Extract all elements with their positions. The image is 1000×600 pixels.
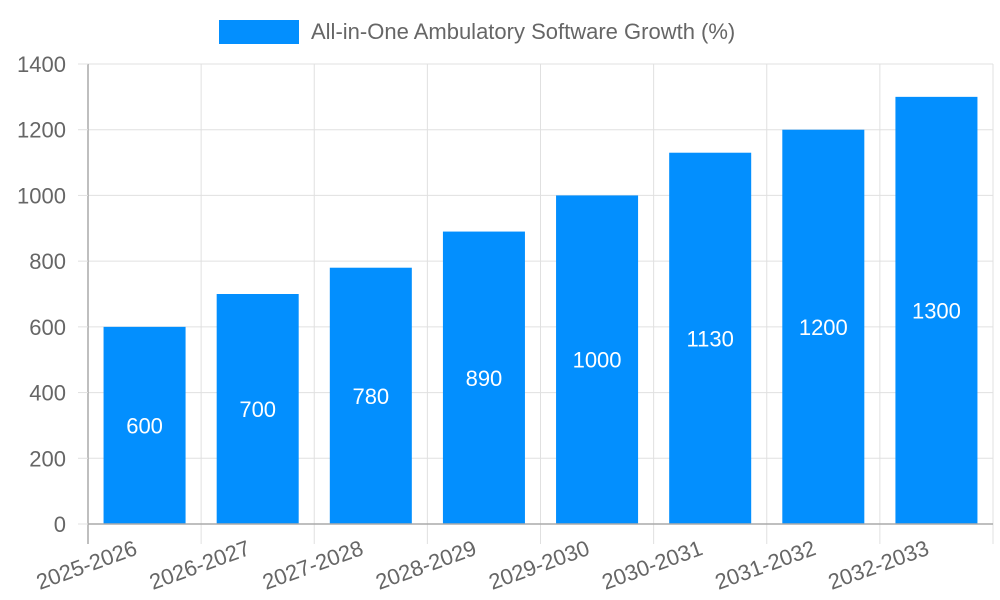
y-tick-label: 1400 bbox=[17, 52, 66, 77]
axes bbox=[87, 64, 993, 544]
x-tick-label: 2028-2029 bbox=[372, 535, 479, 594]
bar-2031-2032[interactable] bbox=[782, 129, 865, 524]
y-tick-label: 200 bbox=[29, 446, 66, 471]
data-label: 600 bbox=[126, 413, 163, 438]
data-label: 1000 bbox=[573, 348, 622, 373]
data-label: 1130 bbox=[687, 326, 734, 351]
legend-swatch[interactable] bbox=[219, 20, 299, 44]
data-labels: 600 700 780 890 1000 1130 1200 1300 bbox=[126, 298, 961, 438]
bar-2029-2030[interactable] bbox=[556, 195, 639, 524]
y-axis-ticks: 0 200 400 600 800 1000 1200 1400 bbox=[17, 52, 88, 537]
x-tick-label: 2032-2033 bbox=[825, 535, 932, 594]
y-tick-label: 600 bbox=[29, 315, 66, 340]
x-tick-label: 2025-2026 bbox=[33, 535, 140, 594]
data-label: 1200 bbox=[799, 315, 848, 340]
y-tick-label: 0 bbox=[54, 512, 66, 537]
bar-2028-2029[interactable] bbox=[442, 231, 525, 525]
bars bbox=[103, 96, 978, 525]
bar-2032-2033[interactable] bbox=[895, 96, 978, 524]
y-tick-label: 400 bbox=[29, 381, 66, 406]
bar-2025-2026[interactable] bbox=[103, 326, 186, 524]
x-tick-label: 2030-2031 bbox=[598, 535, 705, 594]
data-label: 1300 bbox=[912, 298, 961, 323]
bar-2026-2027[interactable] bbox=[216, 294, 299, 524]
y-tick-label: 800 bbox=[29, 249, 66, 274]
x-tick-label: 2026-2027 bbox=[146, 535, 253, 594]
x-tick-label: 2031-2032 bbox=[712, 535, 819, 594]
data-label: 700 bbox=[239, 397, 276, 422]
x-tick-label: 2029-2030 bbox=[485, 535, 592, 594]
legend: All-in-One Ambulatory Software Growth (%… bbox=[219, 19, 735, 45]
y-tick-label: 1200 bbox=[17, 118, 66, 143]
x-axis-ticks: 2025-2026 2026-2027 2027-2028 2028-2029 2029… bbox=[33, 535, 932, 594]
y-tick-label: 1000 bbox=[17, 183, 66, 208]
data-label: 780 bbox=[352, 384, 389, 409]
x-tick-label: 2027-2028 bbox=[259, 535, 366, 594]
legend-label[interactable]: All-in-One Ambulatory Software Growth (%… bbox=[311, 19, 736, 44]
data-label: 890 bbox=[466, 366, 503, 391]
bar-2027-2028[interactable] bbox=[329, 267, 412, 524]
bar-2030-2031[interactable] bbox=[669, 152, 752, 524]
